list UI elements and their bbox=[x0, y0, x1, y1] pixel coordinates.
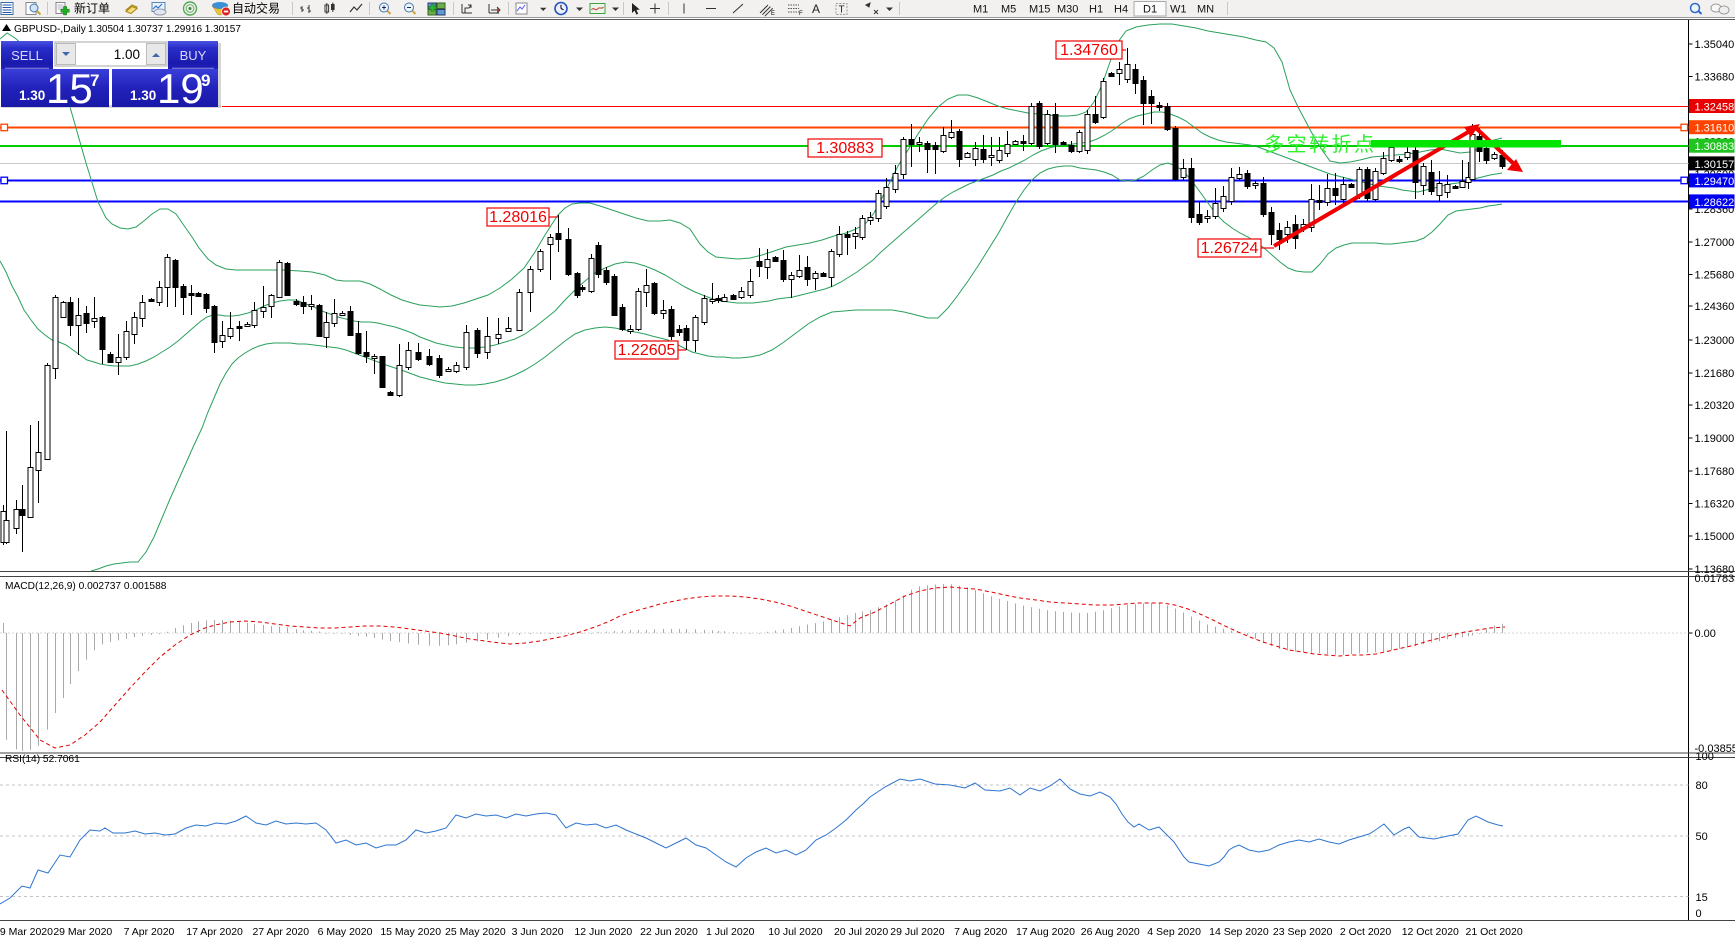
svg-text:7: 7 bbox=[90, 71, 99, 90]
svg-text:4 Sep 2020: 4 Sep 2020 bbox=[1147, 926, 1201, 938]
svg-text:100: 100 bbox=[1696, 751, 1714, 763]
svg-text:1.16320: 1.16320 bbox=[1695, 499, 1735, 511]
svg-text:20 Jul 2020: 20 Jul 2020 bbox=[834, 926, 888, 938]
svg-text:H4: H4 bbox=[1114, 4, 1128, 16]
svg-text:1.27000: 1.27000 bbox=[1695, 237, 1735, 249]
svg-text:1.23000: 1.23000 bbox=[1695, 335, 1735, 347]
svg-text:F: F bbox=[799, 11, 803, 17]
svg-text:1.28016: 1.28016 bbox=[489, 209, 547, 226]
svg-text:2 Oct 2020: 2 Oct 2020 bbox=[1340, 926, 1392, 938]
svg-text:MACD(12,26,9) 0.002737 0.00158: MACD(12,26,9) 0.002737 0.001588 bbox=[5, 581, 167, 592]
svg-text:M15: M15 bbox=[1029, 4, 1050, 16]
svg-text:9: 9 bbox=[201, 71, 210, 90]
svg-text:多空转折点: 多空转折点 bbox=[1264, 133, 1377, 156]
svg-text:1.30157: 1.30157 bbox=[1695, 159, 1735, 171]
svg-text:1.32458: 1.32458 bbox=[1695, 102, 1735, 114]
svg-text:M30: M30 bbox=[1057, 4, 1078, 16]
svg-text:26 Aug 2020: 26 Aug 2020 bbox=[1081, 926, 1140, 938]
svg-text:27 Apr 2020: 27 Apr 2020 bbox=[252, 926, 309, 938]
svg-text:1.21680: 1.21680 bbox=[1695, 368, 1735, 380]
svg-text:21 Oct 2020: 21 Oct 2020 bbox=[1465, 926, 1522, 938]
svg-text:1.22605: 1.22605 bbox=[618, 342, 676, 359]
svg-text:1.30883: 1.30883 bbox=[816, 140, 874, 157]
svg-text:14 Sep 2020: 14 Sep 2020 bbox=[1209, 926, 1269, 938]
svg-text:12 Jun 2020: 12 Jun 2020 bbox=[574, 926, 632, 938]
svg-text:17 Aug 2020: 17 Aug 2020 bbox=[1016, 926, 1075, 938]
svg-text:0.017833: 0.017833 bbox=[1695, 573, 1735, 585]
svg-text:新订单: 新订单 bbox=[74, 1, 110, 16]
svg-text:80: 80 bbox=[1696, 780, 1708, 792]
svg-text:0: 0 bbox=[1696, 908, 1702, 920]
svg-text:MN: MN bbox=[1197, 4, 1214, 16]
svg-text:22 Jun 2020: 22 Jun 2020 bbox=[640, 926, 698, 938]
svg-text:H1: H1 bbox=[1089, 4, 1103, 16]
svg-text:7 Apr 2020: 7 Apr 2020 bbox=[124, 926, 175, 938]
svg-text:19: 19 bbox=[157, 65, 204, 112]
svg-text:6 May 2020: 6 May 2020 bbox=[318, 926, 373, 938]
svg-text:1.24360: 1.24360 bbox=[1695, 301, 1735, 313]
svg-text:7 Aug 2020: 7 Aug 2020 bbox=[954, 926, 1007, 938]
svg-text:1.30883: 1.30883 bbox=[1695, 141, 1735, 153]
svg-text:23 Sep 2020: 23 Sep 2020 bbox=[1273, 926, 1333, 938]
svg-text:A: A bbox=[812, 2, 820, 16]
svg-text:1.35040: 1.35040 bbox=[1695, 39, 1735, 51]
svg-text:D1: D1 bbox=[1143, 4, 1157, 16]
svg-text:1.28622: 1.28622 bbox=[1695, 197, 1735, 209]
svg-text:1.30: 1.30 bbox=[19, 88, 45, 103]
svg-text:1.25680: 1.25680 bbox=[1695, 270, 1735, 282]
svg-text:RSI(14) 52.7061: RSI(14) 52.7061 bbox=[5, 754, 80, 765]
svg-text:50: 50 bbox=[1696, 831, 1708, 843]
svg-text:自动交易: 自动交易 bbox=[232, 1, 280, 16]
svg-text:1.17680: 1.17680 bbox=[1695, 466, 1735, 478]
svg-text:12 Oct 2020: 12 Oct 2020 bbox=[1402, 926, 1459, 938]
svg-text:15: 15 bbox=[46, 65, 93, 112]
svg-text:17 Apr 2020: 17 Apr 2020 bbox=[186, 926, 243, 938]
svg-text:1.30504 1.30737 1.29916 1.3015: 1.30504 1.30737 1.29916 1.30157 bbox=[88, 24, 241, 35]
svg-text:1.29470: 1.29470 bbox=[1695, 176, 1735, 188]
svg-text:GBPUSD-,Daily: GBPUSD-,Daily bbox=[14, 24, 87, 35]
svg-text:10 Jul 2020: 10 Jul 2020 bbox=[768, 926, 822, 938]
svg-text:1.30: 1.30 bbox=[130, 88, 156, 103]
svg-text:1.15000: 1.15000 bbox=[1695, 531, 1735, 543]
svg-text:25 May 2020: 25 May 2020 bbox=[445, 926, 506, 938]
svg-text:SELL: SELL bbox=[11, 48, 43, 63]
svg-text:1.20320: 1.20320 bbox=[1695, 400, 1735, 412]
svg-text:29 Mar 2020: 29 Mar 2020 bbox=[53, 926, 112, 938]
svg-text:1.33680: 1.33680 bbox=[1695, 72, 1735, 84]
svg-text:1.26724: 1.26724 bbox=[1201, 240, 1259, 257]
svg-text:1.19000: 1.19000 bbox=[1695, 433, 1735, 445]
svg-text:M1: M1 bbox=[973, 4, 988, 16]
svg-text:15: 15 bbox=[1696, 892, 1708, 904]
svg-text:15 May 2020: 15 May 2020 bbox=[380, 926, 441, 938]
svg-text:29 Jul 2020: 29 Jul 2020 bbox=[890, 926, 944, 938]
svg-text:1 Jul 2020: 1 Jul 2020 bbox=[706, 926, 755, 938]
svg-text:W1: W1 bbox=[1170, 4, 1187, 16]
svg-text:T: T bbox=[839, 5, 845, 16]
svg-text:1.31610: 1.31610 bbox=[1695, 123, 1735, 135]
svg-text:E: E bbox=[771, 11, 775, 17]
svg-text:19 Mar 2020: 19 Mar 2020 bbox=[0, 926, 53, 938]
svg-text:1.34760: 1.34760 bbox=[1060, 42, 1118, 59]
svg-text:BUY: BUY bbox=[180, 48, 207, 63]
svg-text:0.00: 0.00 bbox=[1695, 628, 1716, 640]
svg-text:3 Jun 2020: 3 Jun 2020 bbox=[512, 926, 564, 938]
svg-text:1.00: 1.00 bbox=[114, 47, 140, 62]
svg-text:M5: M5 bbox=[1001, 4, 1016, 16]
